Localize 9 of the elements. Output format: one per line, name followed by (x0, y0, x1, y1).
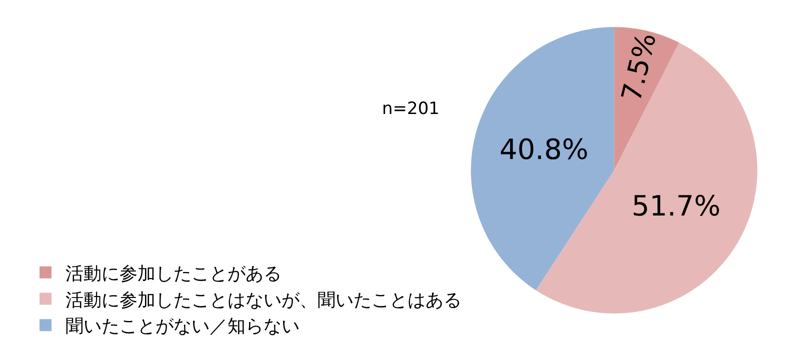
legend-label: 聞いたことがない／知らない (66, 316, 300, 338)
legend-label: 活動に参加したことはないが、聞いたことはある (66, 290, 462, 311)
pie-slice (614, 27, 680, 170)
data-label: 7.5% (616, 30, 663, 105)
legend-label: 活動に参加したことがある (66, 263, 282, 284)
text: n=201 (382, 99, 440, 119)
pie-slice (470, 27, 614, 290)
data-label: 51.7% (632, 190, 721, 223)
data-label: 40.8% (500, 132, 588, 166)
